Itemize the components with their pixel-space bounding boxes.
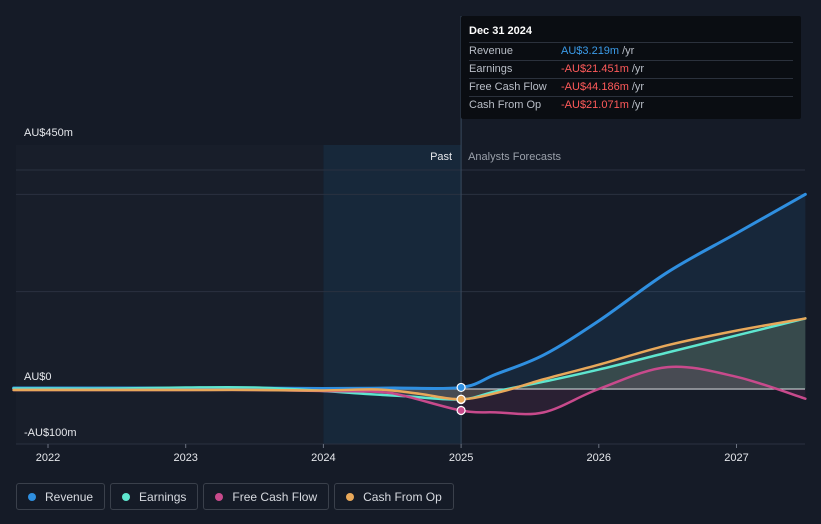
past-label: Past — [430, 151, 452, 163]
series-area — [13, 318, 806, 400]
x-tick-label: 2027 — [724, 452, 748, 464]
y-axis-labels: AU$450m AU$0 -AU$100m — [24, 127, 77, 439]
series-area — [13, 318, 806, 400]
tooltip-unit: /yr — [622, 45, 635, 57]
legend-dot-icon — [346, 492, 355, 501]
tooltip-row: Cash From Op -AU$21.071m/yr — [469, 97, 793, 114]
series-area — [13, 194, 806, 389]
x-axis-labels: 2022 2023 2024 2025 2026 2027 — [36, 444, 749, 464]
hover-marker — [456, 405, 466, 416]
x-tick-label: 2023 — [173, 452, 197, 464]
legend-dot-icon — [215, 492, 224, 501]
y-tick-label: AU$0 — [24, 371, 52, 383]
legend-item[interactable]: Cash From Op — [334, 483, 454, 510]
hover-marker — [456, 382, 466, 393]
legend-label: Free Cash Flow — [232, 489, 318, 504]
forecast-region-background — [16, 145, 324, 444]
series-areas — [13, 194, 806, 415]
tooltip-row: Revenue AU$3.219m/yr — [469, 43, 793, 61]
forecast-label: Analysts Forecasts — [468, 151, 561, 163]
tooltip-unit: /yr — [631, 63, 645, 75]
tooltip-date: Dec 31 2024 — [469, 24, 793, 43]
series-lines — [12, 192, 807, 416]
legend-item[interactable]: Free Cash Flow — [203, 483, 330, 510]
y-tick-label: -AU$100m — [24, 427, 77, 439]
series-area — [13, 366, 806, 415]
tooltip-unit: /yr — [631, 81, 645, 93]
tooltip-label: Cash From Op — [469, 99, 542, 111]
tooltip-row: Free Cash Flow -AU$44.186m/yr — [469, 79, 793, 97]
hover-markers — [456, 382, 466, 416]
legend: Revenue Earnings Free Cash Flow Cash From O… — [16, 483, 454, 510]
tooltip-panel: Dec 31 2024 Revenue AU$3.219m/yr Earnings -… — [461, 16, 801, 119]
x-tick-label: 2025 — [449, 452, 473, 464]
legend-item[interactable]: Earnings — [110, 483, 199, 510]
tooltip-value: AU$3.219m — [561, 45, 620, 57]
tooltip-label: Free Cash Flow — [469, 81, 547, 93]
tooltip-unit: /yr — [631, 99, 645, 111]
tooltip-value: -AU$21.451m — [561, 63, 629, 75]
x-tick-label: 2022 — [36, 452, 60, 464]
tooltip-value: -AU$21.071m — [561, 99, 629, 111]
legend-dot-icon — [122, 492, 131, 501]
legend-label: Cash From Op — [363, 489, 442, 504]
legend-dot-icon — [28, 492, 36, 501]
legend-item[interactable]: Revenue — [16, 483, 106, 510]
tooltip-row: Earnings -AU$21.451m/yr — [469, 61, 793, 79]
x-tick-label: 2026 — [587, 452, 611, 464]
tooltip-label: Earnings — [469, 63, 513, 75]
tooltip-value: -AU$44.186m — [561, 81, 629, 93]
legend-label: Revenue — [45, 489, 94, 504]
tooltip-label: Revenue — [469, 45, 514, 57]
y-tick-label: AU$450m — [24, 127, 73, 139]
x-tick-label: 2024 — [311, 452, 335, 464]
hover-marker — [456, 394, 466, 404]
legend-label: Earnings — [139, 489, 187, 504]
series-line — [12, 317, 807, 401]
